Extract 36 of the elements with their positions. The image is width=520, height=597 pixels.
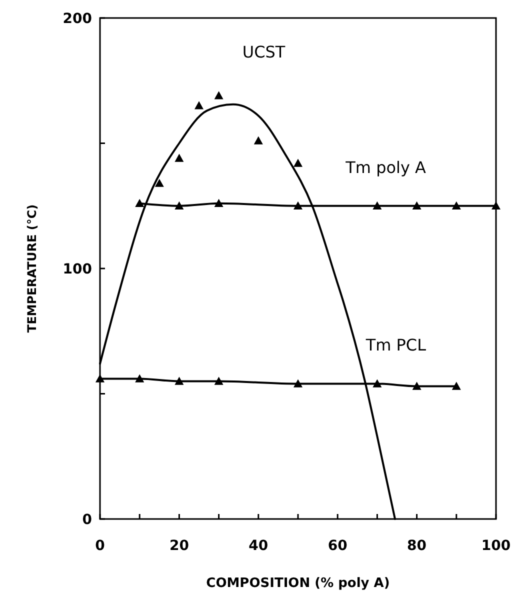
y-tick-label: 200 (62, 10, 92, 27)
point (412, 382, 422, 390)
point (254, 136, 263, 144)
point (194, 101, 204, 110)
point (452, 201, 461, 210)
point (294, 379, 302, 388)
x-tick-label: 20 (169, 538, 190, 554)
point (372, 379, 382, 388)
point (412, 201, 422, 210)
x-axis-title: COMPOSITION (% poly A) (206, 576, 390, 591)
point (372, 201, 382, 210)
point (135, 374, 144, 382)
y-tick-label: 0 (82, 512, 92, 528)
point (214, 91, 224, 100)
text: UCST (242, 42, 286, 62)
point (174, 154, 184, 162)
point (214, 376, 224, 385)
x-tick-label: 80 (407, 538, 427, 554)
x-tick-label: 100 (481, 538, 511, 554)
point (154, 178, 164, 187)
point (96, 374, 104, 382)
point (174, 201, 184, 210)
point (135, 198, 144, 207)
point (214, 198, 224, 207)
point (294, 158, 302, 167)
x-tick-label: 60 (328, 538, 348, 554)
x-tick-label: 0 (95, 538, 106, 554)
x-tick-label: 40 (248, 538, 268, 554)
point (174, 376, 184, 385)
point (452, 382, 461, 390)
y-tick-label: 100 (62, 261, 92, 278)
point (492, 201, 500, 210)
series-label: Tm poly A (344, 158, 426, 178)
series-label: Tm PCL (364, 335, 426, 354)
y-axis-title: TEMPERATURE (°C) (25, 204, 39, 333)
point (294, 201, 302, 210)
